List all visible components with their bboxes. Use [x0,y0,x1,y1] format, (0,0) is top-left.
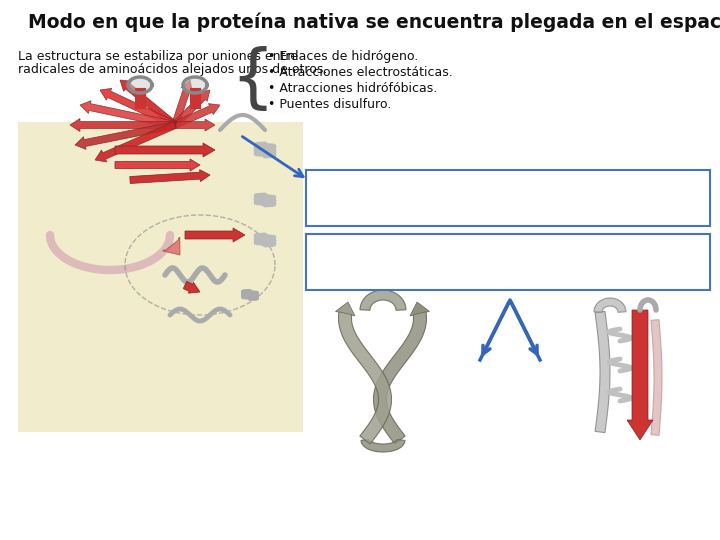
FancyBboxPatch shape [306,234,710,290]
Text: • Puentes disulfuro.: • Puentes disulfuro. [268,98,391,111]
Text: estructura terciaria está constituida por: estructura terciaria está constituida po… [313,194,567,207]
Bar [18,122,303,432]
Polygon shape [128,77,152,93]
Text: {: { [230,46,274,113]
Text: radicales de aminoácidos alejados unos de otros.: radicales de aminoácidos alejados unos d… [18,63,328,76]
Polygon shape [173,90,210,127]
Polygon shape [163,237,180,255]
Text: En la estructura terciaria se pueden encontrar: En la estructura terciaria se pueden enc… [313,241,603,254]
Text: La estructura se estabiliza por uniones entre: La estructura se estabiliza por uniones … [18,50,298,63]
Polygon shape [100,89,176,128]
Polygon shape [338,309,392,444]
Polygon shape [360,290,406,310]
Polygon shape [627,310,653,440]
Polygon shape [80,100,176,129]
Polygon shape [75,122,176,150]
Text: • Atracciones electrostáticas.: • Atracciones electrostáticas. [268,66,453,79]
Polygon shape [185,228,245,242]
Polygon shape [175,119,215,131]
Text: dominios.: dominios. [518,194,579,207]
Polygon shape [336,302,355,316]
Text: • Atracciones hidrófóbicas.: • Atracciones hidrófóbicas. [268,82,437,95]
Polygon shape [183,77,207,93]
Text: motivos.: motivos. [489,258,542,271]
Polygon shape [95,122,176,162]
Polygon shape [115,143,215,157]
Text: • Enlaces de hidrógeno.: • Enlaces de hidrógeno. [268,50,418,63]
FancyBboxPatch shape [306,170,710,226]
Polygon shape [70,118,175,132]
Polygon shape [130,170,210,184]
Polygon shape [594,298,626,312]
Text: En las proteínas de elevado peso molecular, la: En las proteínas de elevado peso molecul… [313,177,606,190]
Polygon shape [374,309,426,444]
Polygon shape [184,281,200,293]
Polygon shape [115,159,200,171]
Polygon shape [595,312,610,433]
Text: Modo en que la proteína nativa se encuentra plegada en el espacio.: Modo en que la proteína nativa se encuen… [28,13,720,32]
Polygon shape [171,80,192,126]
Polygon shape [174,104,220,128]
Polygon shape [120,80,177,127]
Polygon shape [410,302,430,316]
Text: subestructuras repetitivas llamadas: subestructuras repetitivas llamadas [313,258,542,271]
Polygon shape [651,320,662,435]
Polygon shape [361,440,405,452]
